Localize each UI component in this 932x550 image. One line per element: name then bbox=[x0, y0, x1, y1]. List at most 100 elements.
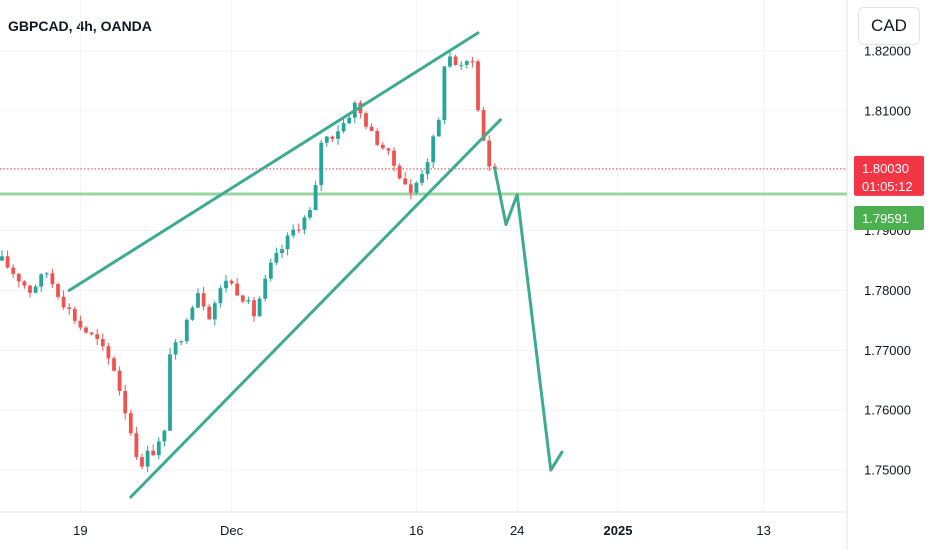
candle bbox=[324, 135, 329, 147]
candle-body bbox=[78, 320, 83, 328]
x-tick-label: 2025 bbox=[604, 523, 633, 538]
candle-body bbox=[268, 262, 273, 279]
candle bbox=[28, 284, 32, 298]
candle-body bbox=[218, 288, 223, 304]
candle-body bbox=[296, 229, 301, 231]
candle-body bbox=[442, 66, 447, 121]
candle-body bbox=[392, 150, 396, 166]
candle bbox=[179, 340, 184, 346]
candle bbox=[184, 318, 189, 345]
candle-body bbox=[386, 148, 391, 151]
candle bbox=[112, 356, 116, 372]
candle bbox=[145, 445, 150, 473]
last-price-tag-bg bbox=[854, 155, 924, 196]
candle-body bbox=[184, 319, 189, 342]
candle bbox=[33, 284, 38, 293]
candle bbox=[100, 333, 105, 351]
candle bbox=[448, 50, 452, 69]
candle bbox=[257, 296, 262, 317]
candle bbox=[246, 296, 251, 305]
candle-body bbox=[330, 136, 335, 139]
candle bbox=[442, 65, 447, 125]
candle-body bbox=[408, 184, 413, 193]
candle bbox=[190, 305, 195, 321]
candle bbox=[207, 304, 212, 320]
candle-body bbox=[123, 390, 128, 414]
candle-body bbox=[140, 457, 144, 467]
horizontal-lines bbox=[0, 168, 847, 196]
candle bbox=[308, 207, 312, 221]
candle-body bbox=[280, 249, 284, 254]
candle bbox=[67, 303, 72, 315]
candle bbox=[16, 273, 21, 288]
candle bbox=[0, 250, 4, 261]
candle bbox=[140, 453, 144, 470]
candle-body bbox=[196, 293, 200, 308]
candle bbox=[78, 315, 83, 331]
candle-body bbox=[308, 210, 312, 218]
candle-body bbox=[50, 273, 55, 285]
candle-body bbox=[425, 162, 430, 175]
candle-body bbox=[313, 185, 318, 211]
candle-body bbox=[420, 174, 424, 183]
candle bbox=[72, 306, 77, 324]
candle bbox=[212, 300, 217, 326]
candle bbox=[431, 134, 436, 169]
candle-body bbox=[162, 430, 167, 442]
candle-body bbox=[464, 61, 469, 65]
candle-body bbox=[481, 110, 486, 141]
candle-body bbox=[173, 342, 178, 355]
candle-body bbox=[39, 274, 44, 287]
candle-body bbox=[285, 235, 290, 250]
candle-body bbox=[33, 286, 38, 293]
candle-body bbox=[302, 217, 307, 230]
candle-body bbox=[453, 56, 458, 66]
candle bbox=[128, 409, 133, 436]
candle-body bbox=[84, 327, 88, 333]
candle bbox=[436, 117, 441, 137]
candle-body bbox=[403, 178, 408, 185]
price-axis[interactable]: 1.820001.810001.800001.790001.780001.770… bbox=[864, 43, 911, 477]
candle-body bbox=[0, 256, 4, 261]
projection-arrow bbox=[493, 167, 564, 472]
candle-body bbox=[347, 117, 352, 124]
candle bbox=[420, 169, 424, 186]
candle bbox=[392, 147, 396, 172]
candle-body bbox=[341, 123, 346, 132]
candle-body bbox=[324, 136, 329, 143]
level-price-value: 1.79591 bbox=[862, 211, 909, 226]
x-tick-label: 19 bbox=[73, 523, 87, 538]
candle bbox=[84, 326, 88, 334]
candle-body bbox=[72, 308, 77, 321]
candle-body bbox=[11, 267, 16, 274]
y-tick-label: 1.75000 bbox=[864, 463, 911, 478]
candle bbox=[229, 279, 234, 286]
candle bbox=[117, 366, 122, 396]
candle bbox=[375, 128, 380, 147]
wedge-upper-trendline bbox=[67, 31, 480, 292]
candle bbox=[224, 274, 228, 293]
candle bbox=[319, 139, 324, 192]
candle-body bbox=[100, 338, 105, 347]
candle bbox=[168, 347, 172, 431]
y-tick-label: 1.81000 bbox=[864, 103, 911, 118]
candle bbox=[106, 342, 111, 365]
candle-body bbox=[179, 341, 184, 343]
currency-button[interactable]: CAD bbox=[858, 7, 920, 45]
candle-body bbox=[414, 182, 419, 193]
candle bbox=[44, 272, 49, 279]
candle bbox=[408, 179, 413, 200]
candle-body bbox=[16, 273, 21, 282]
candle bbox=[235, 278, 240, 296]
candle bbox=[56, 282, 60, 300]
candle-body bbox=[257, 298, 262, 317]
last-price-value: 1.80030 bbox=[862, 161, 909, 176]
x-tick-label: 16 bbox=[409, 523, 423, 538]
candle bbox=[330, 135, 335, 142]
chart-grid bbox=[0, 0, 848, 550]
time-axis[interactable]: 19 Dec 16 24 2025 13 bbox=[73, 523, 771, 538]
candle bbox=[50, 268, 55, 289]
candle bbox=[268, 258, 273, 282]
candle bbox=[95, 328, 100, 346]
